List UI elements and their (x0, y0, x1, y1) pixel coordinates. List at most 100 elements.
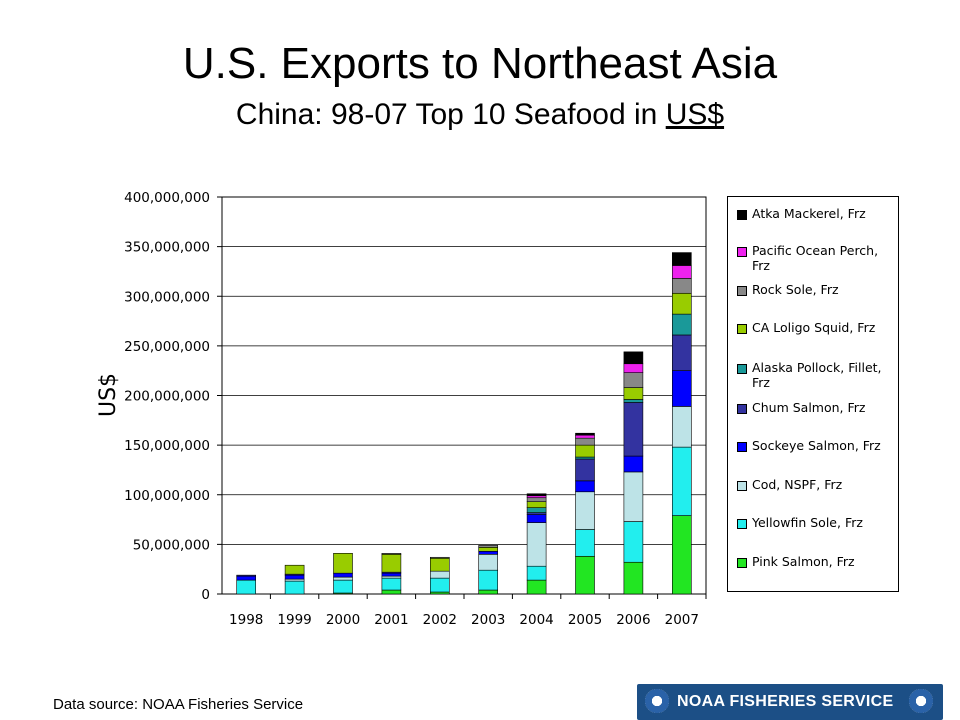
legend-swatch (737, 558, 747, 568)
x-tick-label: 2005 (568, 612, 602, 628)
legend-label: Chum Salmon, Frz (752, 400, 866, 415)
bar-segment (429, 577, 450, 593)
y-axis-label: US$ (96, 373, 121, 417)
bar-segment (284, 580, 305, 595)
bar-segment (429, 556, 450, 559)
bar-segment (381, 577, 402, 591)
bar-segment (478, 569, 499, 591)
noaa-logo-icon (909, 689, 933, 713)
bar-segment (333, 576, 353, 581)
bar-segment (236, 575, 256, 581)
bar-segment (623, 372, 644, 388)
bar-segment (671, 313, 692, 336)
legend-swatch (737, 519, 747, 529)
legend-swatch (737, 481, 747, 491)
legend-label: Sockeye Salmon, Frz (752, 438, 881, 453)
bar-segment (575, 480, 595, 493)
legend-label: Yellowfin Sole, Frz (752, 515, 863, 530)
bar-segment (381, 553, 402, 573)
y-tick-label: 300,000,000 (124, 289, 210, 305)
legend-swatch (737, 210, 747, 220)
y-tick-label: 50,000,000 (133, 537, 210, 553)
x-tick-label: 2006 (616, 612, 650, 628)
bar-segment (526, 514, 547, 523)
bar-segment (671, 292, 692, 315)
bar-segment (526, 501, 547, 508)
legend-label: Alaska Pollock, Fillet, Frz (752, 360, 882, 390)
bar-segment (575, 529, 595, 557)
bar-segment (623, 399, 644, 403)
bar-segment (381, 553, 402, 555)
y-tick-label: 200,000,000 (124, 389, 210, 405)
bar-segment (575, 555, 595, 595)
bar-segment (623, 521, 644, 563)
legend-swatch (737, 404, 747, 414)
bar-segment (623, 351, 644, 365)
bar-segment (526, 493, 547, 497)
bar-segment (671, 515, 692, 595)
bar-segment (623, 402, 644, 457)
y-tick-label: 0 (201, 587, 210, 603)
subtitle-text: China: 98-07 Top 10 Seafood in (235, 98, 666, 131)
bar-segment (671, 446, 692, 516)
bar-segment (236, 574, 256, 577)
legend-swatch (737, 324, 747, 334)
bar-segment (333, 572, 353, 578)
chart-legend: Atka Mackerel, Frz Pacific Ocean Perch, F… (727, 196, 899, 592)
bar-segment (526, 579, 547, 595)
legend-swatch (737, 442, 747, 452)
x-tick-label: 2002 (423, 612, 457, 628)
legend-label: Cod, NSPF, Frz (752, 477, 843, 492)
bar-segment (623, 561, 644, 595)
y-tick-label: 350,000,000 (124, 240, 210, 256)
y-tick-label: 250,000,000 (124, 339, 210, 355)
x-tick-label: 2001 (374, 612, 408, 628)
bar-segment (381, 572, 402, 577)
x-tick-label: 1998 (229, 612, 263, 628)
banner-text: NOAA FISHERIES SERVICE (677, 693, 894, 710)
bar-segment (478, 589, 499, 595)
subtitle-unit: US$ (665, 98, 725, 131)
bar-segment (671, 406, 692, 448)
bar-segment (671, 252, 692, 266)
legend-swatch (737, 364, 747, 374)
bar-segment (526, 565, 547, 581)
bar-segment (526, 497, 547, 502)
bar-segment (671, 370, 692, 407)
bar-segment (671, 265, 692, 279)
bar-segment (429, 557, 450, 572)
x-tick-label: 1999 (277, 612, 311, 628)
y-tick-label: 100,000,000 (124, 488, 210, 504)
data-source-note: Data source: NOAA Fisheries Service (53, 696, 304, 713)
bar-segment (333, 579, 353, 594)
bar-segment (623, 387, 644, 400)
y-tick-label: 150,000,000 (124, 438, 210, 454)
doc-seal-icon (645, 689, 669, 713)
bar-segment (671, 334, 692, 371)
x-tick-label: 2003 (471, 612, 505, 628)
legend-swatch (737, 247, 747, 257)
bar-segment (284, 564, 305, 575)
bar-segment (575, 458, 595, 482)
legend-label: Atka Mackerel, Frz (752, 206, 866, 221)
bar-segment (575, 491, 595, 530)
x-tick-label: 2000 (326, 612, 360, 628)
slide-title: U.S. Exports to Northeast Asia (182, 39, 778, 88)
y-tick-label: 400,000,000 (124, 190, 210, 206)
bar-segment (478, 551, 499, 555)
bar-segment (575, 432, 595, 436)
legend-label: CA Loligo Squid, Frz (752, 320, 876, 335)
bar-segment (526, 507, 547, 513)
bar-segment (478, 545, 499, 548)
legend-label: Rock Sole, Frz (752, 282, 839, 297)
noaa-fisheries-banner: NOAA FISHERIES SERVICE (637, 684, 943, 720)
x-tick-label: 2004 (519, 612, 553, 628)
legend-swatch (737, 286, 747, 296)
bar-segment (478, 553, 499, 571)
bar-segment (429, 570, 450, 579)
bar-segment (623, 363, 644, 373)
bar-segment (236, 579, 256, 595)
slide-subtitle: China: 98-07 Top 10 Seafood in US$ (0, 98, 960, 132)
bar-segment (381, 589, 402, 595)
